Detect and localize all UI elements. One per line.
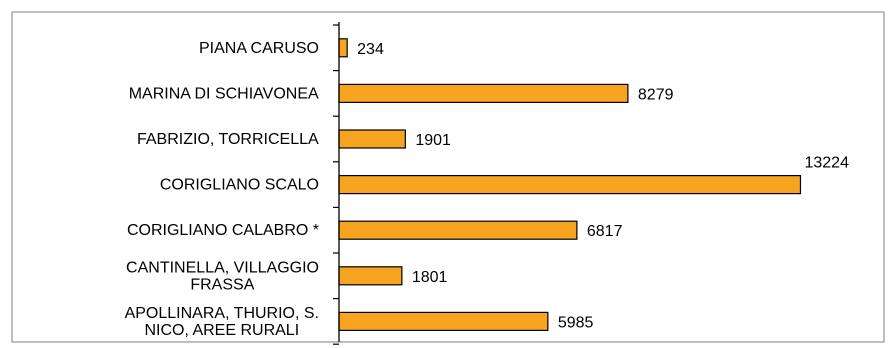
bar [338, 38, 348, 58]
bar [338, 83, 629, 104]
data-label: 1801 [412, 269, 448, 286]
category-labels: PIANA CARUSO MARINA DI SCHIAVONEA FABRIZIO… [125, 40, 319, 339]
category-label: CORIGLIANO CALABRO * [127, 222, 319, 239]
bar [338, 175, 802, 195]
category-ticks [333, 24, 339, 345]
bar [338, 220, 578, 240]
data-label: 8279 [638, 86, 674, 103]
category-label: CORIGLIANO SCALO [160, 177, 319, 194]
data-label: 1901 [415, 132, 451, 149]
bars [338, 38, 802, 331]
category-label: CANTINELLA, VILLAGGIO [126, 259, 319, 276]
bar [338, 266, 403, 286]
category-label: PIANA CARUSO [199, 40, 319, 57]
bar [338, 311, 549, 331]
data-labels: 234 8279 1901 13224 6817 1801 5985 [357, 41, 849, 332]
data-label: 13224 [804, 155, 849, 172]
data-label: 234 [357, 41, 384, 58]
category-label: MARINA DI SCHIAVONEA [129, 85, 319, 102]
data-label: 5985 [558, 314, 594, 331]
category-label: NICO, AREE RURALI [144, 322, 299, 339]
data-label: 6817 [587, 223, 623, 240]
category-label: FRASSA [190, 276, 254, 293]
category-label: FABRIZIO, TORRICELLA [137, 131, 319, 148]
category-label: APOLLINARA, THURIO, S. [125, 305, 319, 322]
bar [338, 129, 406, 149]
